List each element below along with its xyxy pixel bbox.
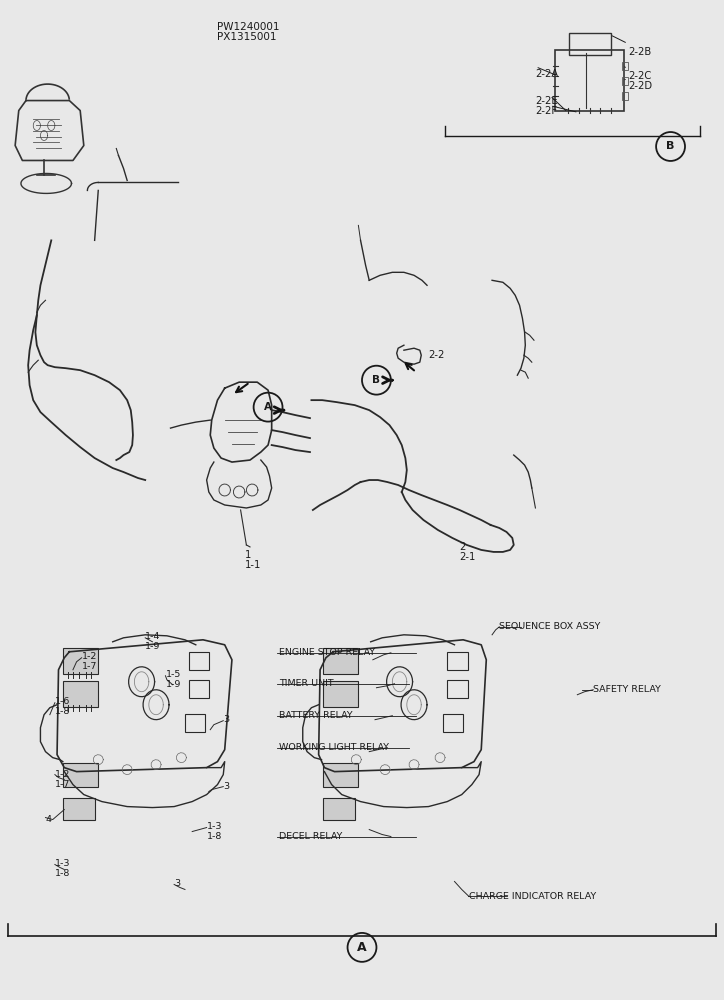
Text: 1-5: 1-5	[166, 670, 181, 679]
Bar	[188, 652, 209, 670]
Text: 1-8: 1-8	[55, 869, 70, 878]
Text: A: A	[357, 941, 367, 954]
Text: 2-1: 2-1	[460, 552, 476, 562]
Text: 1-4: 1-4	[146, 632, 161, 641]
Text: ENGINE STOP RELAY: ENGINE STOP RELAY	[279, 648, 375, 657]
Text: BATTERY RELAY: BATTERY RELAY	[279, 711, 353, 720]
Text: WORKING LIGHT RELAY: WORKING LIGHT RELAY	[279, 743, 389, 752]
Text: 1-6: 1-6	[55, 697, 70, 706]
Bar	[188, 680, 209, 698]
FancyBboxPatch shape	[323, 648, 358, 674]
FancyBboxPatch shape	[63, 681, 98, 707]
Text: 2-2B: 2-2B	[628, 47, 651, 57]
Text: 3: 3	[174, 879, 180, 888]
Text: 1: 1	[245, 550, 251, 560]
Text: SAFETY RELAY: SAFETY RELAY	[593, 685, 661, 694]
Text: PW1240001: PW1240001	[217, 22, 280, 32]
FancyBboxPatch shape	[63, 798, 95, 820]
Text: 2: 2	[460, 542, 466, 552]
Text: 3: 3	[223, 715, 230, 724]
Text: A: A	[264, 402, 272, 412]
Bar	[622, 92, 628, 100]
Text: 1-7: 1-7	[55, 780, 70, 789]
Text: 1-7: 1-7	[82, 662, 97, 671]
Bar	[622, 62, 628, 70]
Text: B: B	[372, 375, 380, 385]
Bar	[185, 714, 205, 732]
Bar	[447, 680, 468, 698]
Bar	[447, 652, 468, 670]
FancyBboxPatch shape	[63, 648, 98, 674]
Text: 1-9: 1-9	[146, 642, 161, 651]
Text: 1-9: 1-9	[166, 680, 181, 689]
Text: 2-2A: 2-2A	[536, 69, 559, 79]
FancyBboxPatch shape	[323, 763, 358, 787]
Bar	[622, 77, 628, 85]
Text: PX1315001: PX1315001	[217, 32, 277, 42]
FancyBboxPatch shape	[323, 681, 358, 707]
Text: CHARGE INDICATOR RELAY: CHARGE INDICATOR RELAY	[469, 892, 596, 901]
Text: 1-1: 1-1	[245, 560, 261, 570]
Text: 1-3: 1-3	[55, 859, 70, 868]
Text: 2-2: 2-2	[429, 350, 445, 360]
Text: SEQUENCE BOX ASSY: SEQUENCE BOX ASSY	[500, 622, 601, 631]
FancyBboxPatch shape	[63, 763, 98, 787]
Text: B: B	[666, 141, 675, 151]
Text: 3: 3	[223, 782, 230, 791]
Text: 1-2: 1-2	[82, 652, 97, 661]
Text: 1-2: 1-2	[55, 770, 70, 779]
Text: 1-8: 1-8	[206, 832, 222, 841]
Text: TIMER UNIT: TIMER UNIT	[279, 679, 334, 688]
Bar	[443, 714, 463, 732]
Text: DECEL RELAY: DECEL RELAY	[279, 832, 342, 841]
Text: 2-2E: 2-2E	[536, 96, 558, 106]
Text: 2-2C: 2-2C	[628, 71, 651, 81]
Text: 1-3: 1-3	[206, 822, 222, 831]
Text: 2-2D: 2-2D	[628, 81, 652, 91]
Text: 2-2F: 2-2F	[536, 106, 557, 116]
Text: 4: 4	[46, 815, 51, 824]
Text: 1-8: 1-8	[55, 707, 70, 716]
FancyBboxPatch shape	[323, 798, 355, 820]
